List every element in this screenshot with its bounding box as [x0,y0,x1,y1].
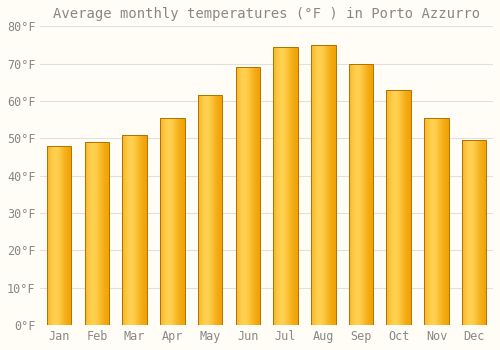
Bar [462,140,486,325]
Bar [47,146,72,325]
Bar [122,135,147,325]
Bar [160,118,184,325]
Bar [311,45,336,325]
Title: Average monthly temperatures (°F ) in Porto Azzurro: Average monthly temperatures (°F ) in Po… [53,7,480,21]
Bar [386,90,411,325]
Bar [274,47,298,325]
Bar [424,118,448,325]
Bar [198,96,222,325]
Bar [348,64,374,325]
Bar [84,142,109,325]
Bar [236,68,260,325]
